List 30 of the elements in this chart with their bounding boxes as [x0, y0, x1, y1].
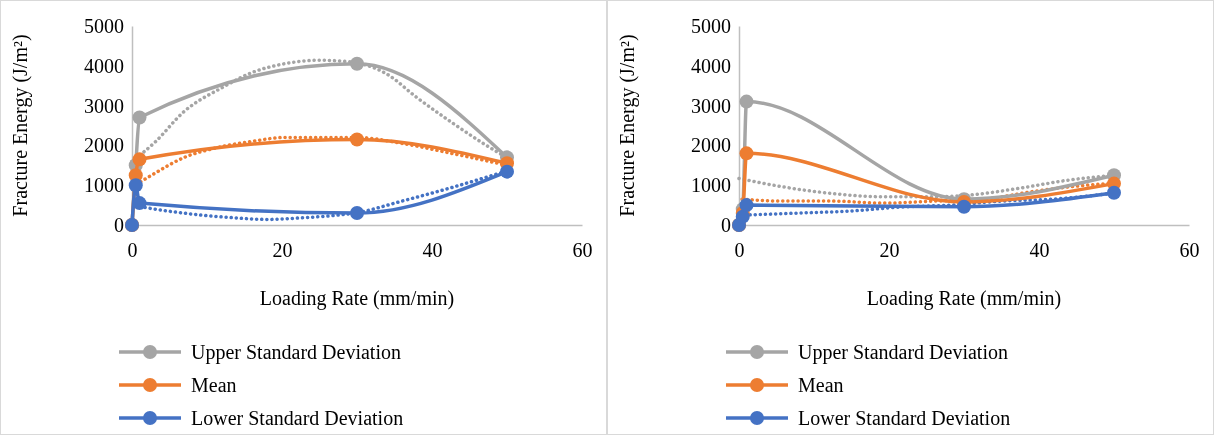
y-tick-label: 0 [114, 213, 124, 236]
y-axis-title: Fracture Energy (J/m²) [9, 34, 32, 217]
y-tick-label: 5000 [84, 14, 124, 37]
x-tick-label: 60 [1179, 239, 1200, 262]
y-tick-label: 2000 [84, 134, 124, 157]
x-tick-label: 40 [1029, 239, 1050, 262]
legend-label: Upper Standard Deviation [191, 341, 401, 364]
y-tick-label: 3000 [84, 94, 124, 117]
x-axis-title: Loading Rate (mm/min) [866, 287, 1062, 310]
legend-label: Upper Standard Deviation [798, 341, 1008, 364]
y-axis-title: Fracture Energy (J/m²) [616, 34, 639, 217]
legend-label: Mean [191, 374, 237, 396]
y-tick-label: 5000 [691, 14, 731, 37]
y-tick-label: 0 [721, 213, 731, 236]
y-tick-label: 4000 [691, 54, 731, 77]
y-tick-label: 1000 [691, 174, 731, 197]
x-tick-label: 20 [272, 239, 293, 262]
x-axis-title: Loading Rate (mm/min) [259, 287, 455, 310]
x-tick-label: 60 [572, 239, 593, 262]
legend-label: Mean [798, 374, 844, 396]
y-tick-label: 3000 [691, 94, 731, 117]
legend-label: Lower Standard Deviation [191, 407, 404, 429]
x-tick-label: 0 [127, 239, 138, 262]
x-tick-label: 20 [879, 239, 900, 262]
legend-label: Lower Standard Deviation [798, 407, 1011, 429]
x-tick-label: 0 [734, 239, 745, 262]
y-tick-label: 4000 [84, 54, 124, 77]
y-tick-label: 2000 [691, 134, 731, 157]
x-tick-label: 40 [422, 239, 443, 262]
y-tick-label: 1000 [84, 174, 124, 197]
